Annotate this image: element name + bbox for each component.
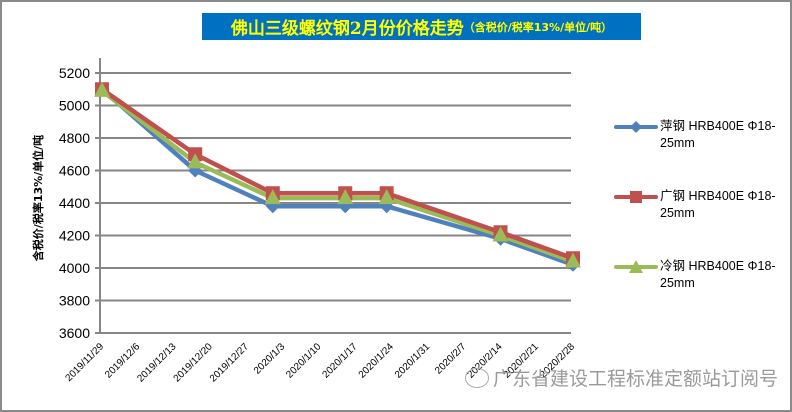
y-tick-label: 4400 bbox=[59, 195, 90, 211]
legend-label: 广钢 HRB400E Φ18- bbox=[660, 189, 776, 203]
x-tick-label: 2020/1/3 bbox=[252, 341, 288, 377]
legend-label: 冷钢 HRB400E Φ18- bbox=[660, 259, 776, 273]
watermark-text: 广东省建设工程标准定额站订阅号 bbox=[493, 368, 779, 390]
y-tick-label: 4000 bbox=[59, 260, 90, 276]
x-tick-label: 2020/1/24 bbox=[357, 341, 397, 381]
watermark: 广东省建设工程标准定额站订阅号 bbox=[465, 364, 778, 391]
data-point-triangle-icon bbox=[378, 189, 395, 205]
chart-title-main: 佛山三级螺纹钢2月份价格走势 bbox=[230, 19, 464, 39]
legend-item-pinggang: 萍钢 HRB400E Φ18- 25mm bbox=[614, 118, 784, 188]
y-tick-label: 4800 bbox=[59, 130, 90, 146]
data-point-triangle-icon bbox=[94, 81, 110, 97]
data-point-triangle-icon bbox=[492, 226, 509, 242]
legend-green-triangle-icon bbox=[614, 260, 658, 273]
data-point-triangle-icon bbox=[337, 189, 354, 205]
y-tick-label: 3600 bbox=[59, 325, 90, 341]
legend-label-2: 25mm bbox=[660, 136, 695, 150]
y-tick-label: 4600 bbox=[59, 163, 90, 179]
legend-label-2: 25mm bbox=[660, 276, 695, 290]
y-tick-label: 5200 bbox=[59, 65, 90, 81]
chart-title: 佛山三级螺纹钢2月份价格走势 （含税价/税率13%/单位/吨） bbox=[202, 13, 641, 40]
x-tick-label: 2020/1/31 bbox=[393, 341, 433, 381]
x-tick-label: 2020/1/10 bbox=[284, 341, 324, 381]
x-tick-label: 2019/12/27 bbox=[208, 341, 251, 384]
x-tick-label: 2019/11/29 bbox=[63, 341, 106, 384]
legend-item-lenggang: 冷钢 HRB400E Φ18- 25mm bbox=[614, 258, 784, 328]
data-point-triangle-icon bbox=[187, 153, 204, 169]
legend: 萍钢 HRB400E Φ18- 25mm 广钢 HRB400E Φ18- 25mm … bbox=[614, 118, 784, 328]
legend-red-square-icon bbox=[614, 191, 658, 203]
legend-label: 萍钢 HRB400E Φ18- bbox=[660, 119, 776, 133]
wechat-icon bbox=[465, 367, 489, 388]
legend-blue-diamond-icon bbox=[614, 121, 658, 133]
data-point-triangle-icon bbox=[565, 252, 581, 268]
y-tick-label: 4200 bbox=[59, 228, 90, 244]
legend-label-2: 25mm bbox=[660, 206, 695, 220]
data-point-triangle-icon bbox=[264, 189, 281, 205]
x-tick-label: 2020/1/17 bbox=[320, 341, 360, 381]
y-tick-label: 3800 bbox=[59, 293, 90, 309]
y-tick-label: 5000 bbox=[59, 98, 90, 114]
chart-title-sub: （含税价/税率13%/单位/吨） bbox=[463, 20, 613, 34]
legend-item-guanggang: 广钢 HRB400E Φ18- 25mm bbox=[614, 188, 784, 258]
x-tick-label: 2020/2/7 bbox=[433, 341, 469, 377]
